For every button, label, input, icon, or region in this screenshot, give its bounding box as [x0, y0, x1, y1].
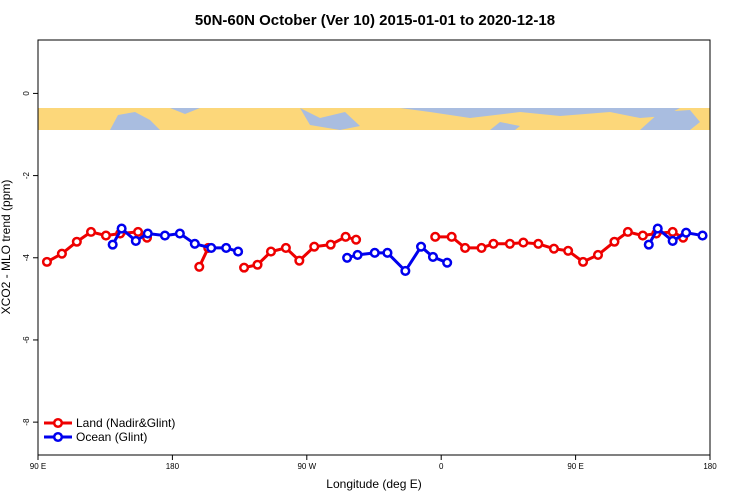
point — [174, 228, 185, 239]
point — [609, 236, 620, 247]
point — [476, 242, 487, 253]
point — [56, 248, 67, 259]
point — [342, 252, 353, 263]
x-tick-label: 90 W — [297, 462, 316, 471]
point — [221, 242, 232, 253]
point — [400, 265, 411, 276]
point — [100, 230, 111, 241]
map-strip — [38, 108, 710, 130]
point — [194, 261, 205, 272]
point — [159, 230, 170, 241]
point — [578, 256, 589, 267]
legend-label: Ocean (Glint) — [76, 430, 147, 444]
point — [142, 228, 153, 239]
y-tick-label: -4 — [22, 254, 31, 262]
point — [233, 246, 244, 257]
x-tick-label: 180 — [166, 462, 180, 471]
point — [351, 234, 362, 245]
y-tick-label: -2 — [22, 171, 31, 179]
series-line — [111, 226, 239, 254]
point — [71, 236, 82, 247]
point — [85, 226, 97, 237]
point — [592, 249, 604, 260]
point — [309, 241, 320, 252]
point — [116, 223, 127, 234]
legend-marker — [52, 417, 64, 429]
point — [133, 226, 144, 237]
point — [189, 238, 200, 249]
point — [652, 223, 663, 234]
point — [265, 246, 277, 257]
point — [206, 242, 217, 253]
point — [622, 226, 633, 237]
point — [667, 235, 678, 246]
legend-marker — [52, 431, 64, 443]
plot-frame — [37, 39, 711, 456]
x-tick-label: 90 E — [30, 462, 46, 471]
x-tick-label: 90 E — [567, 462, 583, 471]
point — [518, 237, 529, 248]
y-tick-label: -6 — [22, 336, 31, 344]
point — [107, 239, 118, 250]
point — [41, 256, 53, 267]
x-tick-label: 180 — [703, 462, 717, 471]
point — [130, 235, 141, 246]
x-axis-label: Longitude (deg E) — [326, 477, 421, 491]
y-tick-label: 0 — [22, 91, 31, 96]
point — [442, 257, 453, 268]
point — [340, 231, 351, 242]
point — [643, 239, 654, 250]
point — [325, 239, 336, 250]
point — [488, 238, 499, 249]
point — [252, 259, 263, 270]
point — [427, 251, 439, 263]
y-axis-label: XCO2 - MLO trend (ppm) — [0, 180, 13, 315]
point — [415, 241, 427, 252]
y-tick-label: -8 — [22, 418, 31, 426]
point — [548, 243, 559, 254]
point — [239, 262, 250, 273]
point — [294, 255, 305, 266]
point — [446, 231, 457, 242]
point — [382, 247, 393, 258]
chart-title: 50N-60N October (Ver 10) 2015-01-01 to 2… — [195, 12, 555, 29]
point — [504, 238, 515, 249]
point — [681, 227, 692, 238]
point — [563, 245, 574, 256]
point — [667, 226, 678, 237]
point — [430, 231, 441, 242]
x-tick-label: 0 — [439, 462, 444, 471]
point — [637, 230, 648, 241]
point — [280, 242, 291, 253]
legend-label: Land (Nadir&Glint) — [76, 416, 175, 430]
point — [460, 242, 471, 253]
point — [369, 247, 380, 258]
point — [533, 238, 544, 249]
point — [697, 230, 708, 241]
point — [352, 249, 363, 260]
